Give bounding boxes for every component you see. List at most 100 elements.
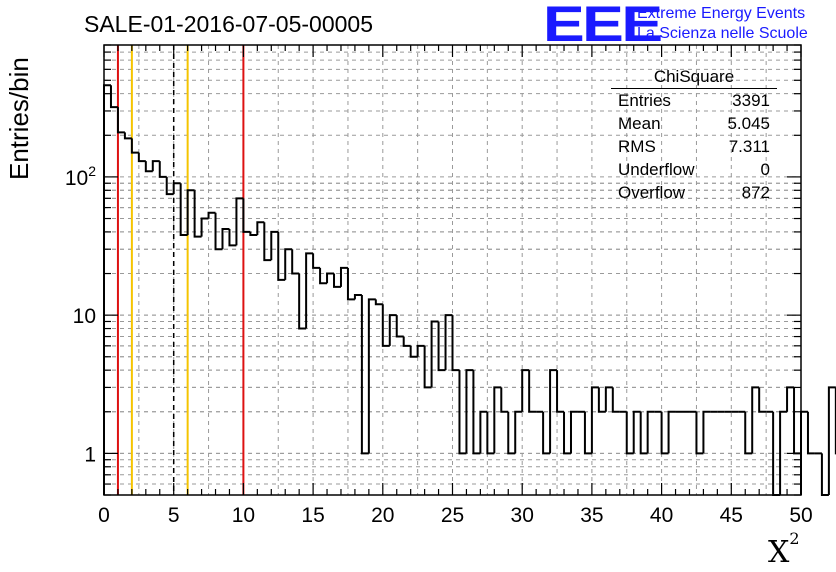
- stats-box-title: ChiSquare: [611, 67, 777, 89]
- eee-logo: EEE: [543, 0, 663, 52]
- stats-row-underflow: Underflow 0: [611, 160, 777, 183]
- histogram-bin: [639, 411, 648, 455]
- x-tick-label: 35: [580, 504, 603, 527]
- histogram-bin: [430, 320, 439, 388]
- histogram-bin: [542, 411, 551, 455]
- histogram-bin: [556, 370, 565, 413]
- histogram-bin: [465, 369, 474, 454]
- histogram-bin: [214, 212, 223, 251]
- histogram-bin: [486, 411, 495, 455]
- histogram-bin: [123, 132, 132, 140]
- stats-row-mean: Mean 5.045: [611, 114, 777, 137]
- y-tick-label: 10: [73, 305, 96, 328]
- histogram-bin: [472, 370, 481, 455]
- histogram-bin: [353, 293, 362, 300]
- histogram-bin: [277, 231, 286, 281]
- x-tick-label: 30: [511, 504, 534, 527]
- histogram-bin: [200, 217, 209, 237]
- histogram-bin: [437, 321, 446, 372]
- histogram-bin: [451, 315, 460, 372]
- histogram-bin: [590, 386, 599, 454]
- histogram-bin: [416, 344, 425, 357]
- histogram-bin: [827, 386, 836, 495]
- histogram-bin: [270, 230, 279, 261]
- histogram-bin: [758, 387, 767, 413]
- histogram-bin: [151, 160, 160, 172]
- x-tick-label: 25: [441, 504, 464, 527]
- histogram-bin: [291, 249, 300, 275]
- stats-label: Overflow: [618, 183, 686, 202]
- stats-value: 872: [741, 183, 770, 202]
- histogram-bin: [242, 198, 251, 233]
- histogram-bin: [193, 190, 202, 238]
- histogram-bin: [479, 410, 488, 454]
- histogram-bin: [800, 410, 808, 454]
- histogram-bin: [444, 314, 453, 371]
- y-tick-label: 102: [65, 163, 96, 190]
- histogram-bin: [751, 386, 760, 454]
- stats-value: 7.311: [728, 137, 770, 156]
- stats-row-entries: Entries 3391: [611, 91, 777, 114]
- histogram-bin: [284, 248, 293, 280]
- histogram-bin: [660, 411, 669, 455]
- histogram-bin: [507, 411, 516, 455]
- stats-label: Entries: [618, 91, 671, 110]
- histogram-bin: [625, 411, 634, 455]
- stats-label: RMS: [618, 137, 656, 156]
- histogram-bin: [500, 387, 509, 413]
- histogram-bin: [263, 222, 272, 262]
- histogram-bin: [528, 370, 537, 413]
- x-tick-label: 5: [168, 504, 180, 527]
- x-axis-label: X2: [768, 529, 800, 570]
- histogram-bin: [360, 294, 369, 455]
- histogram-bin: [179, 183, 188, 237]
- histogram-bin: [333, 273, 341, 288]
- histogram-bin: [604, 386, 613, 412]
- histogram-bin: [806, 411, 815, 455]
- histogram-bin: [793, 387, 801, 455]
- stats-value: 0: [760, 160, 770, 179]
- histogram-bin: [103, 84, 111, 495]
- histogram-bin: [165, 176, 174, 196]
- histogram-bin: [158, 161, 167, 178]
- histogram-bin: [458, 370, 467, 455]
- x-tick-label: 0: [98, 504, 110, 527]
- stats-value: 3391: [732, 91, 770, 110]
- histogram-bin: [563, 411, 571, 455]
- histogram-bin: [228, 228, 237, 247]
- x-tick-label: 15: [301, 504, 324, 527]
- histogram-bin: [249, 231, 258, 237]
- stats-row-rms: RMS 7.311: [611, 137, 777, 160]
- histogram-bin: [786, 386, 795, 412]
- histogram-bin: [144, 161, 153, 173]
- histogram-bin: [779, 410, 788, 495]
- histogram-bin: [695, 411, 704, 455]
- stats-row-overflow: Overflow 872: [611, 183, 777, 206]
- histogram-bin: [493, 386, 502, 454]
- histogram-bin: [374, 299, 383, 306]
- histogram-bin: [346, 267, 355, 301]
- histogram-bin: [256, 221, 265, 236]
- histogram-bin: [137, 152, 146, 163]
- histogram-bin: [597, 387, 606, 413]
- histogram-bin: [583, 411, 592, 455]
- histogram-bin: [221, 227, 230, 250]
- histogram-bin: [395, 315, 404, 338]
- histogram-bin: [186, 189, 195, 236]
- histogram-bin: [172, 182, 181, 195]
- histogram-bin: [402, 336, 411, 347]
- histogram-bin: [632, 410, 641, 454]
- histogram-bin: [646, 410, 655, 454]
- histogram-bin: [744, 411, 753, 455]
- histogram-bin: [611, 387, 620, 413]
- stats-box: ChiSquare Entries 3391 Mean 5.045 RMS 7.…: [611, 67, 777, 206]
- histogram-bin: [207, 211, 216, 219]
- histogram-bin: [549, 369, 558, 454]
- histogram-bin: [116, 107, 125, 134]
- x-tick-label: 50: [789, 504, 812, 527]
- histogram-bin: [521, 369, 530, 412]
- x-tick-label: 20: [371, 504, 394, 527]
- histogram-bin: [367, 298, 376, 454]
- x-tick-label: 45: [720, 504, 743, 527]
- stats-value: 5.045: [727, 114, 770, 133]
